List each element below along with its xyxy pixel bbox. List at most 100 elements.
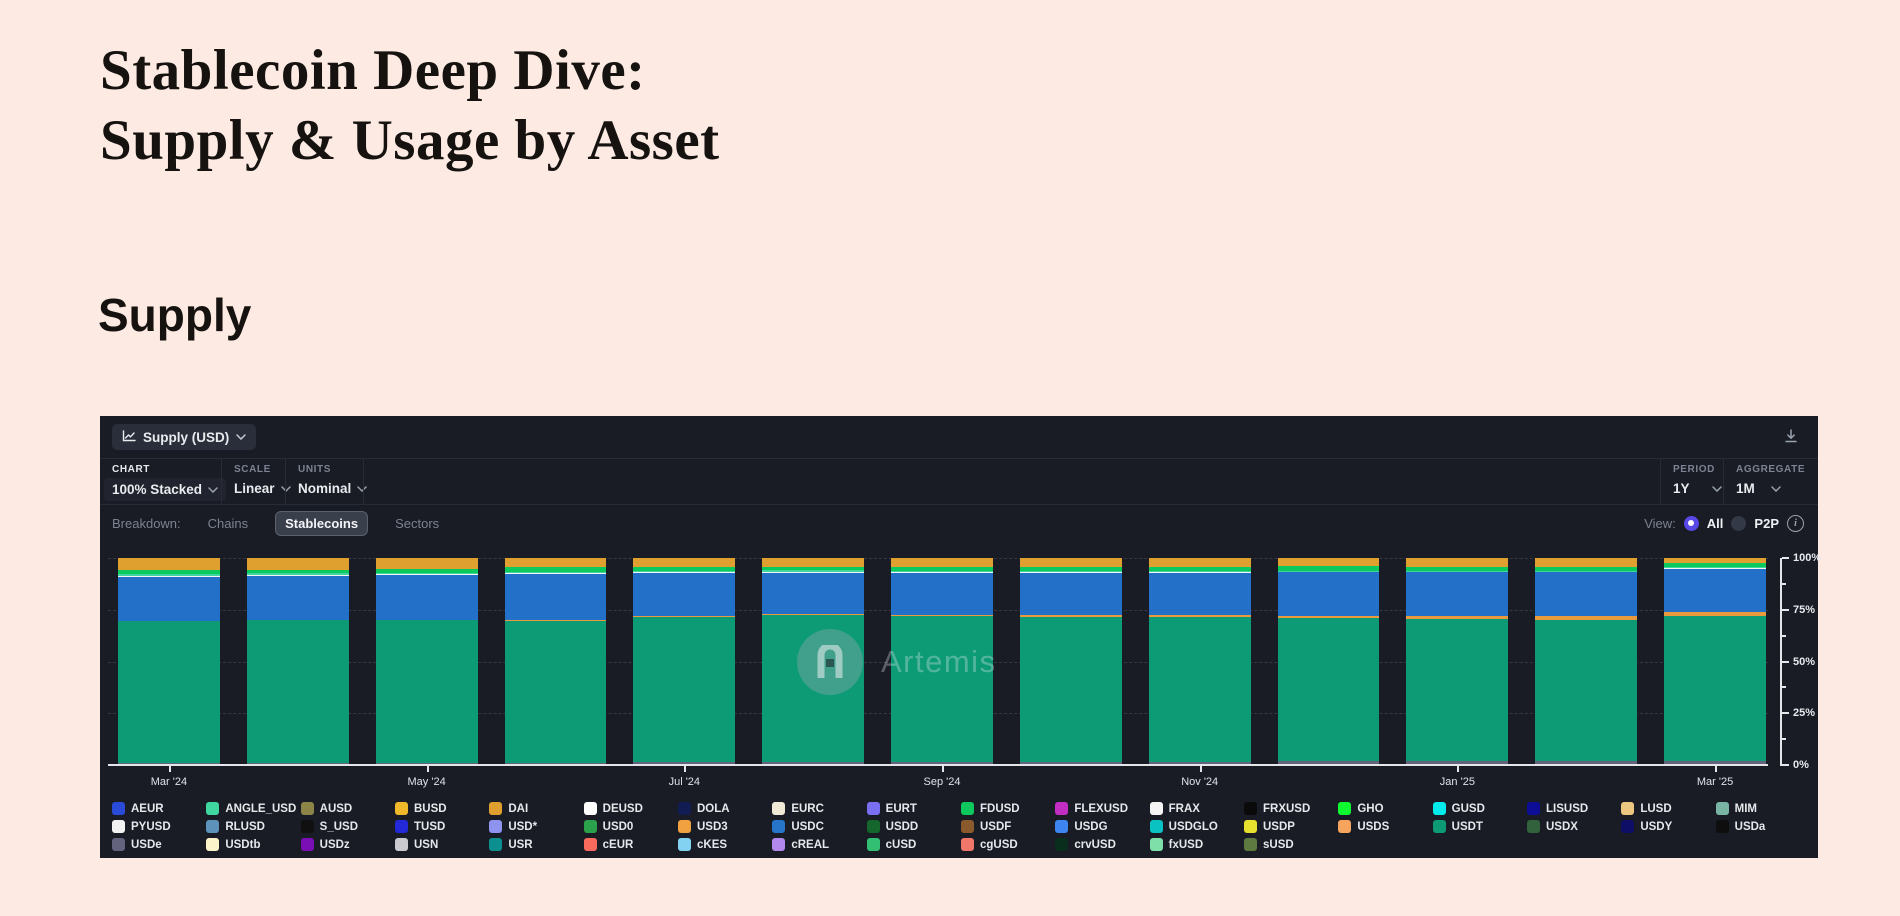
legend-item-BUSD[interactable]: BUSD (395, 802, 485, 815)
legend-item-USDX[interactable]: USDX (1527, 820, 1617, 833)
legend-item-GUSD[interactable]: GUSD (1432, 802, 1523, 815)
legend-item-GHO[interactable]: GHO (1338, 802, 1428, 815)
units-select[interactable]: Nominal (298, 481, 368, 496)
legend-swatch (1621, 802, 1635, 815)
bar-segment-ANGLE_USD (1277, 570, 1380, 572)
legend-item-USDC[interactable]: USDC (772, 820, 862, 833)
legend-item-USDz[interactable]: USDz (300, 838, 391, 851)
legend-item-FLEXUSD[interactable]: FLEXUSD (1055, 802, 1145, 815)
legend-item-USD0[interactable]: USD0 (583, 820, 674, 833)
bar-segment-USDT (246, 619, 349, 763)
legend-item-FRXUSD[interactable]: FRXUSD (1244, 802, 1334, 815)
legend-item-DOLA[interactable]: DOLA (678, 802, 768, 815)
legend-item-crvUSD[interactable]: crvUSD (1055, 838, 1145, 851)
legend-item-USDtb[interactable]: USDtb (206, 838, 296, 851)
info-icon[interactable]: i (1787, 514, 1804, 532)
legend-swatch (489, 820, 503, 833)
legend-item-USD[interactable]: USD* (489, 820, 579, 833)
legend-swatch (1149, 802, 1163, 815)
legend-label: USD* (508, 820, 538, 833)
bar-segment-DAI (1535, 558, 1638, 567)
legend-swatch (300, 838, 314, 851)
legend-swatch (206, 838, 220, 851)
bar-segment-DAI (375, 558, 478, 569)
legend-swatch (395, 820, 408, 833)
legend-item-USDD[interactable]: USDD (866, 820, 957, 833)
legend-item-AUSD[interactable]: AUSD (300, 802, 391, 815)
scale-label: SCALE (234, 464, 271, 475)
period-select[interactable]: 1Y (1673, 481, 1722, 496)
chart-type-select[interactable]: 100% Stacked (104, 478, 227, 501)
legend-item-TUSD[interactable]: TUSD (395, 820, 485, 833)
legend-label: USD3 (697, 820, 728, 833)
legend-item-sUSD[interactable]: sUSD (1244, 838, 1334, 851)
legend-item-PYUSD[interactable]: PYUSD (112, 820, 202, 833)
legend-item-USR[interactable]: USR (489, 838, 579, 851)
bar-segment-USDS (504, 620, 607, 621)
metric-selector-button[interactable]: Supply (USD) (112, 424, 257, 450)
scale-select[interactable]: Linear (234, 481, 291, 496)
legend-item-AEUR[interactable]: AEUR (112, 802, 202, 815)
legend-item-USDe[interactable]: USDe (112, 838, 202, 851)
legend-item-cEUR[interactable]: cEUR (583, 838, 674, 851)
aggregate-select[interactable]: 1M (1736, 481, 1805, 496)
legend-item-EURC[interactable]: EURC (772, 802, 862, 815)
bar-segment-DAI (1406, 558, 1509, 567)
legend-item-USD3[interactable]: USD3 (678, 820, 768, 833)
bar-segment-USDe (1406, 761, 1509, 765)
legend-label: DAI (508, 802, 529, 815)
legend-item-USDF[interactable]: USDF (961, 820, 1051, 833)
view-radio-all[interactable] (1683, 515, 1699, 531)
legend-swatch (583, 802, 597, 815)
view-toggle: View: All P2P i (1644, 514, 1804, 532)
legend-item-cgUSD[interactable]: cgUSD (961, 838, 1051, 851)
bar-segment-USDe (633, 762, 736, 765)
view-option-label[interactable]: All (1706, 515, 1724, 531)
bar-segment-DAI (1148, 558, 1251, 567)
legend-item-USDT[interactable]: USDT (1432, 820, 1523, 833)
legend-item-cUSD[interactable]: cUSD (866, 838, 957, 851)
legend-item-USDY[interactable]: USDY (1621, 820, 1711, 833)
legend-item-EURT[interactable]: EURT (866, 802, 957, 815)
legend-label: USDP (1263, 820, 1295, 833)
legend-item-FRAX[interactable]: FRAX (1149, 802, 1240, 815)
legend-label: USR (508, 838, 533, 851)
legend-item-RLUSD[interactable]: RLUSD (206, 820, 296, 833)
legend-label: MIM (1734, 802, 1758, 815)
legend-item-cKES[interactable]: cKES (678, 838, 768, 851)
view-radio-p2p[interactable] (1731, 515, 1747, 531)
legend-item-DAI[interactable]: DAI (489, 802, 579, 815)
legend-item-USDGLO[interactable]: USDGLO (1149, 820, 1240, 833)
bar-segment-USDC (1277, 572, 1380, 616)
legend-item-FDUSD[interactable]: FDUSD (961, 802, 1051, 815)
legend-item-fxUSD[interactable]: fxUSD (1149, 838, 1240, 851)
legend-item-USDS[interactable]: USDS (1338, 820, 1428, 833)
legend-item-USDa[interactable]: USDa (1715, 820, 1806, 833)
legend-item-LUSD[interactable]: LUSD (1621, 802, 1711, 815)
download-button[interactable] (1780, 425, 1802, 447)
breakdown-tab-sectors[interactable]: Sectors (395, 515, 440, 531)
chart-type-group: CHART 100% Stacked (104, 464, 227, 501)
legend-item-LISUSD[interactable]: LISUSD (1527, 802, 1617, 815)
line-chart-icon (122, 429, 136, 445)
legend-item-USN[interactable]: USN (395, 838, 485, 851)
legend-item-USDG[interactable]: USDG (1055, 820, 1145, 833)
bar-segment-USDC (118, 577, 220, 622)
legend-item-DEUSD[interactable]: DEUSD (583, 802, 674, 815)
legend-item-ANGLEUSD[interactable]: ANGLE_USD (206, 802, 296, 815)
legend-item-cREAL[interactable]: cREAL (772, 838, 862, 851)
breakdown-tab-stablecoins[interactable]: Stablecoins (275, 510, 369, 536)
bar-segment-USDT (1535, 619, 1638, 761)
view-option-label[interactable]: P2P (1754, 515, 1779, 531)
breakdown-tab-chains[interactable]: Chains (207, 515, 249, 531)
legend-item-SUSD[interactable]: S_USD (300, 820, 391, 833)
chart-type-label: CHART (112, 464, 150, 475)
legend-item-USDP[interactable]: USDP (1244, 820, 1334, 833)
legend-label: LISUSD (1546, 802, 1589, 815)
bar-segment-USDC (1148, 572, 1251, 616)
legend-item-MIM[interactable]: MIM (1715, 802, 1806, 815)
aggregate-label: AGGREGATE (1736, 464, 1806, 475)
chevron-down-icon (208, 486, 218, 493)
bar-segment-USDe (891, 761, 993, 765)
